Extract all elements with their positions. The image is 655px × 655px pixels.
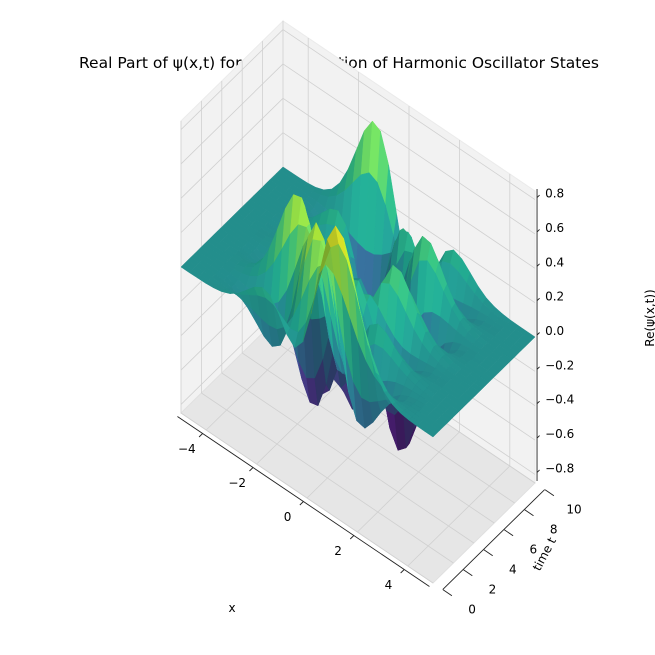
- grid-z-back: [282, 132, 536, 303]
- y-tick-label: 6: [529, 542, 537, 556]
- x-tick-label: 4: [385, 578, 393, 592]
- grid-z-left: [180, 132, 284, 233]
- grid-x-floor: [205, 329, 309, 431]
- z-tick-mark: [536, 435, 540, 439]
- y-axis-line: [442, 489, 546, 590]
- y-tick-mark: [463, 569, 473, 577]
- y-tick-mark: [442, 589, 453, 597]
- grid-z-left: [180, 63, 284, 165]
- z-tick-mark: [536, 469, 540, 473]
- x-axis-label: x: [228, 601, 235, 615]
- x-tick-mark: [349, 535, 355, 540]
- x-tick-label: −4: [178, 442, 196, 456]
- grid-y-floor: [221, 372, 475, 544]
- x-tick-label: 0: [284, 510, 292, 524]
- x-tick-mark: [400, 569, 405, 574]
- grid-z-back: [282, 29, 536, 200]
- z-tick-label: −0.4: [545, 393, 574, 407]
- z-tick-label: 0.0: [545, 324, 564, 338]
- grid-z-left: [180, 29, 284, 130]
- z-tick-label: 0.2: [545, 290, 564, 304]
- x-tick-label: 2: [334, 544, 342, 558]
- grid-z-back: [282, 97, 536, 269]
- tick-labels: −4−20240246810−0.8−0.6−0.4−0.20.00.20.40…: [178, 187, 582, 617]
- z-tick-label: 0.6: [545, 221, 564, 235]
- x-tick-mark: [249, 467, 254, 472]
- x-tick-mark: [299, 501, 304, 506]
- x-tick-mark: [198, 433, 203, 438]
- x-tick-label: −2: [228, 476, 246, 490]
- y-tick-mark: [524, 509, 534, 517]
- z-tick-mark: [536, 332, 540, 336]
- z-tick-label: −0.2: [545, 358, 574, 372]
- grid-y-floor: [201, 392, 454, 564]
- y-tick-mark: [483, 549, 493, 557]
- surface: [180, 120, 536, 451]
- grid-z-left: [180, 98, 284, 199]
- grid-y-floor: [241, 352, 495, 524]
- grid-x-floor: [407, 465, 511, 567]
- z-tick-label: −0.8: [545, 461, 574, 475]
- z-tick-mark: [536, 400, 540, 405]
- z-tick-mark: [536, 366, 540, 370]
- z-tick-mark: [536, 263, 540, 267]
- grid-y-floor: [180, 412, 434, 584]
- y-tick-mark: [504, 529, 514, 537]
- z-tick-label: 0.8: [545, 187, 564, 201]
- z-tick-label: −0.6: [545, 427, 574, 441]
- y-tick-label: 2: [489, 582, 497, 596]
- grid-z-back: [282, 63, 536, 235]
- z-axis-label: Re(ψ(x,t)): [643, 289, 655, 346]
- z-tick-mark: [536, 194, 540, 198]
- y-tick-mark: [544, 489, 555, 497]
- y-tick-label: 8: [550, 522, 558, 536]
- z-tick-mark: [536, 229, 540, 233]
- y-tick-label: 4: [509, 562, 517, 576]
- y-tick-label: 10: [566, 502, 581, 516]
- z-tick-label: 0.4: [545, 255, 564, 269]
- grid-x-floor: [357, 431, 460, 533]
- surface-patch: [424, 427, 437, 438]
- z-tick-mark: [536, 297, 540, 301]
- y-tick-label: 0: [468, 602, 476, 616]
